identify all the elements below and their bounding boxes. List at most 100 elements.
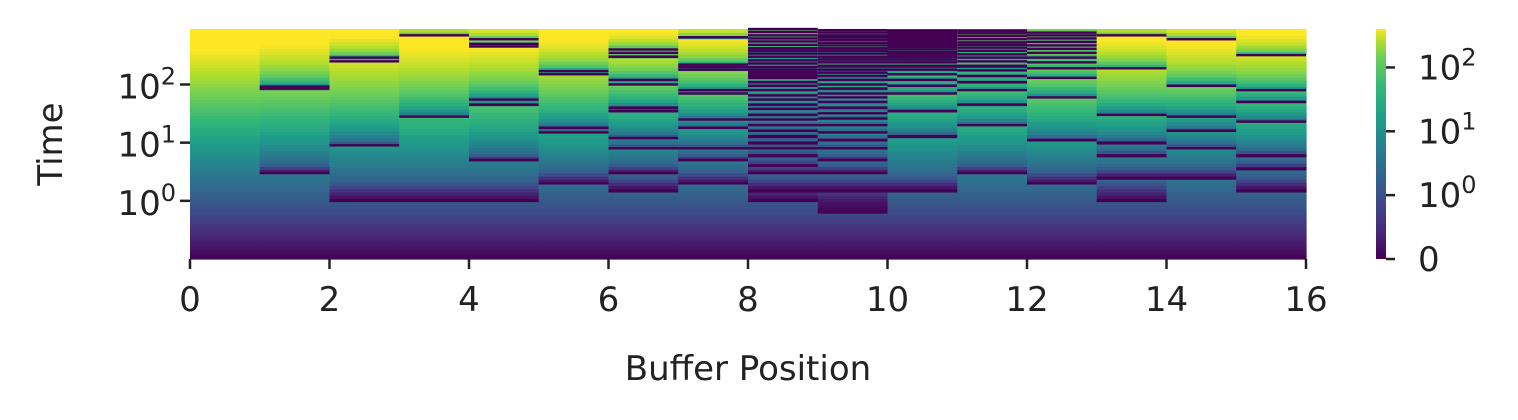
heatmap-cell [1027,175,1098,180]
heatmap-cell [678,220,749,225]
heatmap-cell [887,233,958,238]
heatmap-cell [469,255,540,260]
heatmap-cell [469,179,540,183]
heatmap-cell [1096,115,1168,120]
heatmap-cell [1236,54,1307,59]
heatmap-cell [190,124,261,129]
heatmap-column-15 [1236,29,1307,260]
cycle-reset-line [1236,167,1306,171]
y-tick-label: 101 [117,121,176,166]
cycle-reset-line [748,73,818,76]
heatmap-column-9 [817,28,889,260]
heatmap-cell [748,166,819,171]
cycle-reset-line [817,106,888,109]
heatmap-cell [259,207,331,212]
heatmap-cell [538,214,610,219]
heatmap-cell [399,121,470,126]
heatmap-cell [469,86,540,91]
heatmap-cell [817,89,889,94]
heatmap-cell [259,153,331,158]
cycle-reset-line [1166,115,1237,118]
heatmap-cell [190,144,261,148]
heatmap-cell [259,60,331,65]
heatmap-cell [399,64,470,68]
heatmap-cell [1096,150,1168,155]
heatmap-cell [329,112,400,116]
heatmap-cell [329,29,400,33]
heatmap-cell [1166,41,1237,46]
heatmap-cell [608,249,679,254]
heatmap-cell [1166,179,1237,183]
cycle-reset-line [957,80,1027,84]
heatmap-cell [1166,159,1237,164]
heatmap-cell [1096,60,1168,65]
heatmap-cell [678,249,749,254]
heatmap-cell [538,121,610,126]
heatmap-cell [608,131,679,136]
heatmap-cell [1166,108,1237,113]
heatmap-cell [957,41,1028,46]
heatmap-cell [678,156,749,161]
heatmap-cell [957,252,1028,257]
cycle-reset-line [608,106,679,109]
heatmap-cell [887,185,958,190]
heatmap-cell [817,140,889,145]
heatmap-cell [957,156,1028,161]
cycle-reset-line [1027,67,1097,70]
heatmap-cell [259,159,331,164]
heatmap-cell [190,112,261,116]
heatmap-cell [957,105,1028,110]
heatmap-cell [887,195,958,199]
heatmap-cell [469,252,540,257]
heatmap-column-12 [1027,29,1098,260]
cycle-reset-line [887,48,958,51]
heatmap-cell [817,179,889,183]
heatmap-cell [957,243,1028,247]
heatmap-cell [817,156,889,161]
heatmap-cell [190,204,261,209]
heatmap-cell [469,48,540,52]
heatmap-cell [329,128,400,132]
heatmap-cell [538,92,610,97]
heatmap-cell [329,153,400,158]
heatmap-cell [1096,159,1168,164]
heatmap-cell [1236,214,1307,219]
heatmap-cell [399,175,470,180]
heatmap-cell [887,236,958,241]
heatmap-cell [1096,211,1168,215]
heatmap-cell [190,73,261,78]
heatmap-cell [608,96,679,100]
heatmap-cell [1166,227,1237,231]
cycle-reset-line [817,68,888,71]
cycle-reset-line [608,147,679,150]
heatmap-cell [1236,217,1307,222]
heatmap-cell [748,89,819,94]
heatmap-cell [259,41,331,46]
heatmap-cell [678,32,749,36]
heatmap-cell [190,211,261,215]
heatmap-cell [1027,128,1098,132]
heatmap-cell [887,112,958,116]
heatmap-cell [1236,86,1307,91]
cycle-reset-line [957,34,1027,38]
heatmap-cell [469,239,540,244]
heatmap-cell [1236,233,1307,238]
heatmap-cell [608,179,679,183]
heatmap-cell [608,140,679,145]
heatmap-cell [469,147,540,151]
heatmap-cell [748,108,819,113]
cycle-reset-line [817,71,888,74]
cycle-reset-line [887,43,958,47]
heatmap-cell [538,201,610,206]
heatmap-cell [538,191,610,196]
heatmap-cell [329,179,400,183]
heatmap-cell [1096,230,1168,235]
heatmap-cell [538,112,610,116]
heatmap-cell [469,156,540,161]
cycle-reset-line [469,42,539,46]
cycle-reset-line [957,60,1027,63]
cycle-reset-line [887,33,958,36]
heatmap-cell [399,195,470,199]
heatmap-cell [1166,99,1237,104]
heatmap-cell [469,159,540,164]
